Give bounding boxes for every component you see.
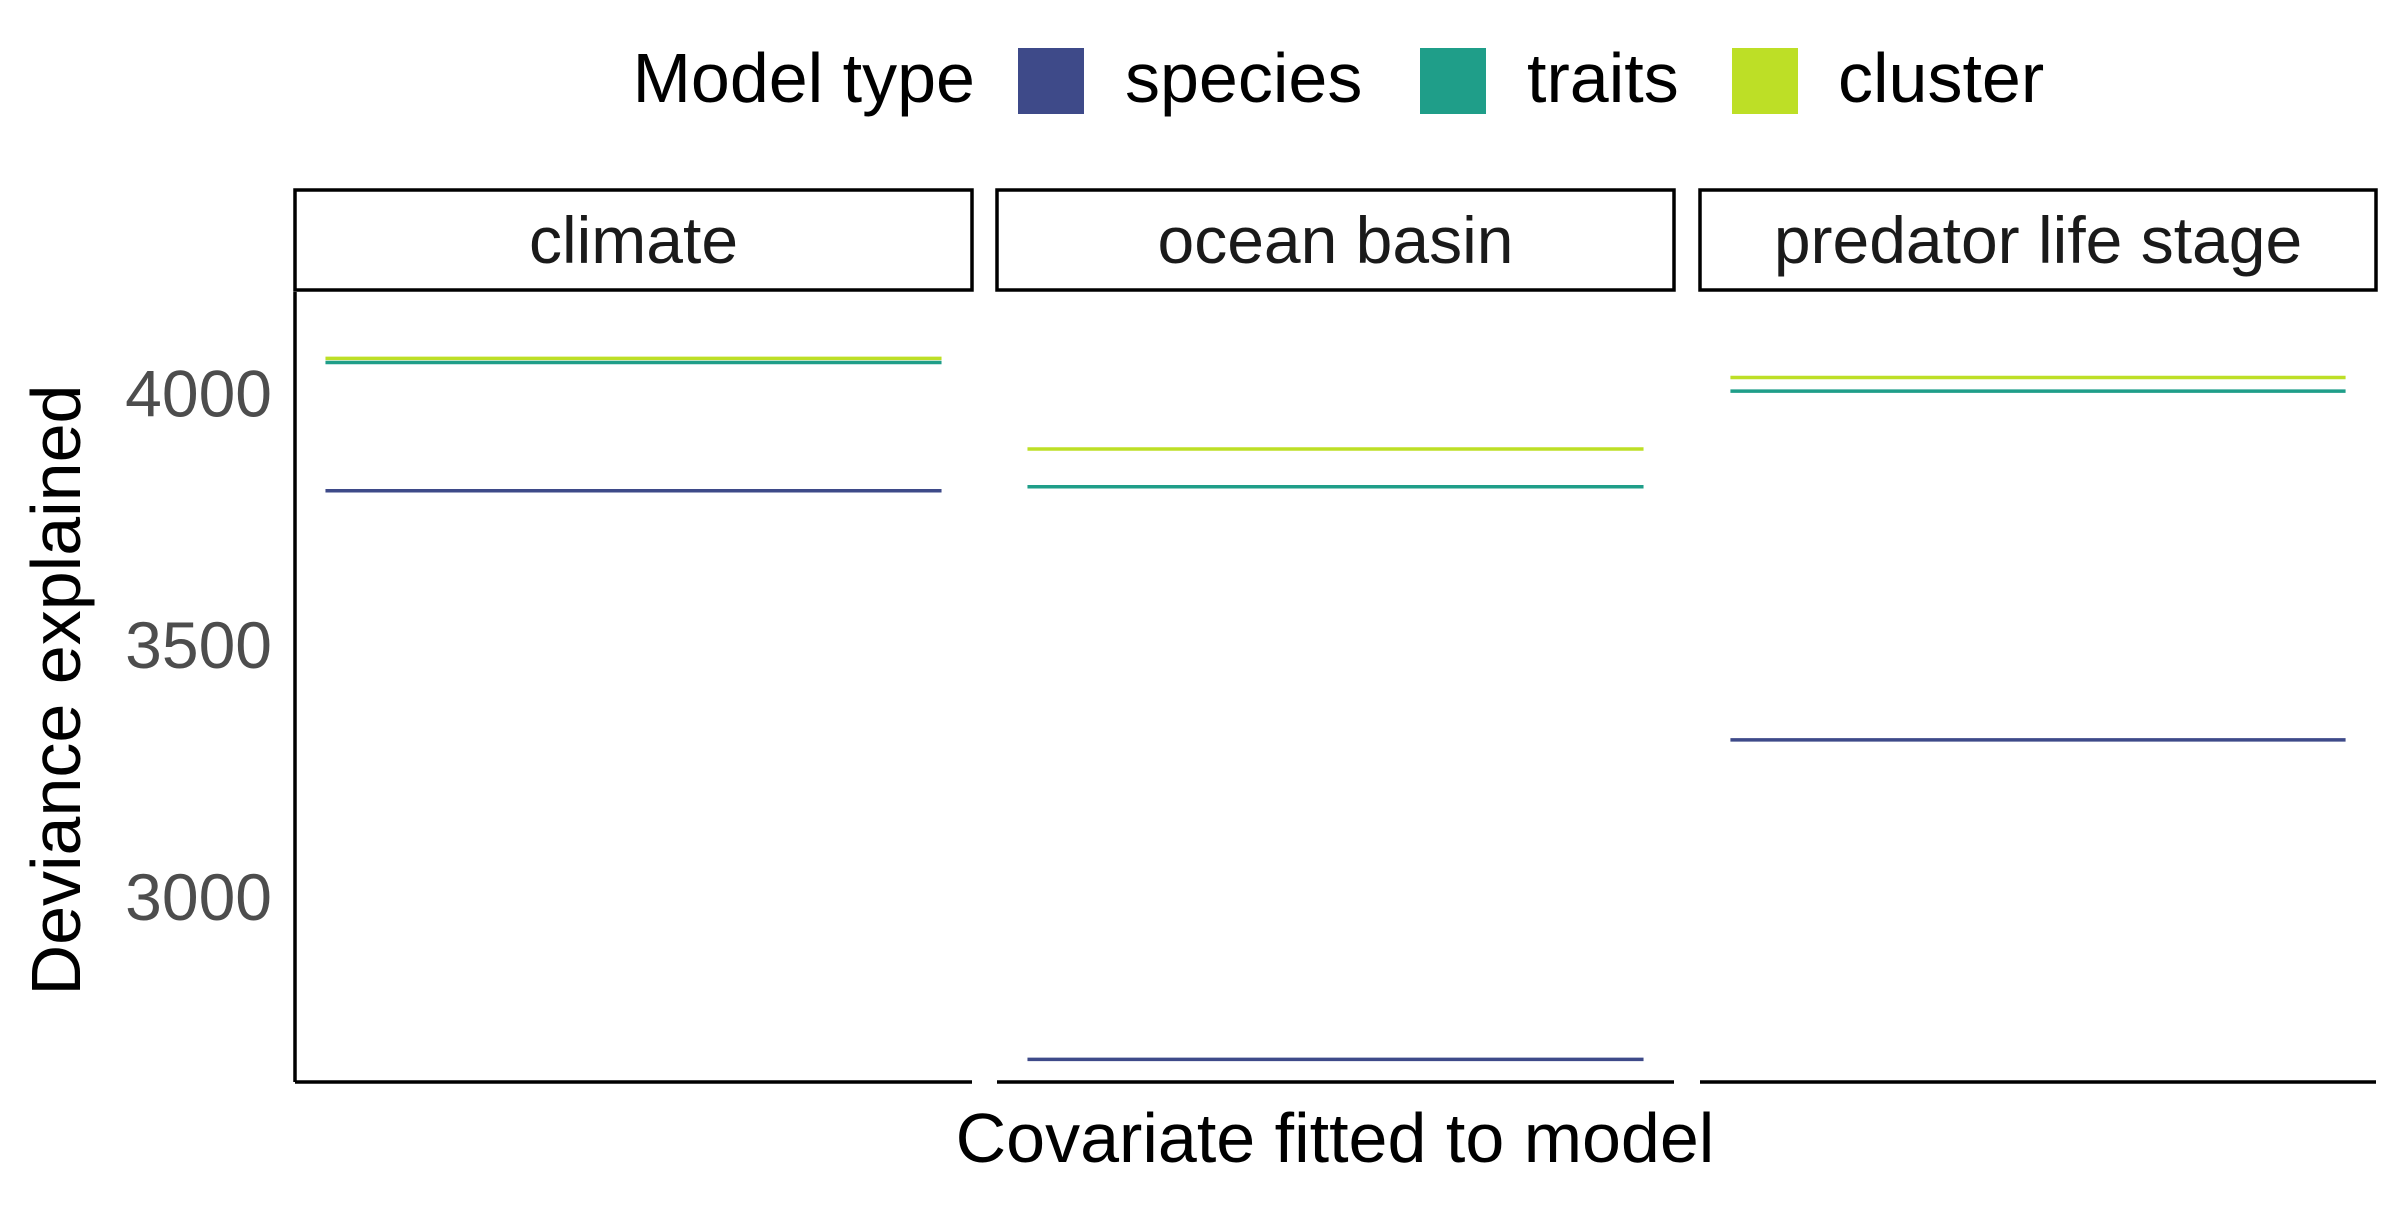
- panel-predator-life-stage: predator life stage: [1698, 188, 2378, 1084]
- y-tick-label-3500: 3500: [125, 608, 272, 682]
- strip-box-ocean-basin: [995, 188, 1676, 292]
- strip-label-predator-life-stage: predator life stage: [1774, 203, 2302, 277]
- x-axis-title: Covariate fitted to model: [956, 1099, 1715, 1177]
- legend-key-traits: [1420, 48, 1486, 114]
- strip-box-climate: [293, 188, 974, 292]
- strip-label-ocean-basin: ocean basin: [1158, 203, 1514, 277]
- legend-key-species: [1018, 48, 1084, 114]
- legend-title: Model type: [633, 39, 975, 117]
- legend-label-cluster: cluster: [1838, 39, 2044, 117]
- legend-label-traits: traits: [1527, 39, 1679, 117]
- y-tick-label-4000: 4000: [125, 357, 272, 431]
- y-tick-label-3000: 3000: [125, 860, 272, 934]
- panel-ocean-basin: ocean basin: [995, 188, 1676, 1084]
- strip-label-climate: climate: [529, 203, 738, 277]
- y-axis-title: Deviance explained: [17, 385, 95, 996]
- axes: Deviance explained Covariate fitted to m…: [17, 292, 1714, 1177]
- legend-label-species: species: [1125, 39, 1362, 117]
- facet-panels: climate ocean basin predator life stage: [293, 188, 2378, 1084]
- legend-key-cluster: [1732, 48, 1798, 114]
- panel-climate: climate: [293, 188, 974, 1084]
- strip-box-predator-life-stage: [1698, 188, 2378, 292]
- legend: Model type species traits cluster: [633, 39, 2045, 117]
